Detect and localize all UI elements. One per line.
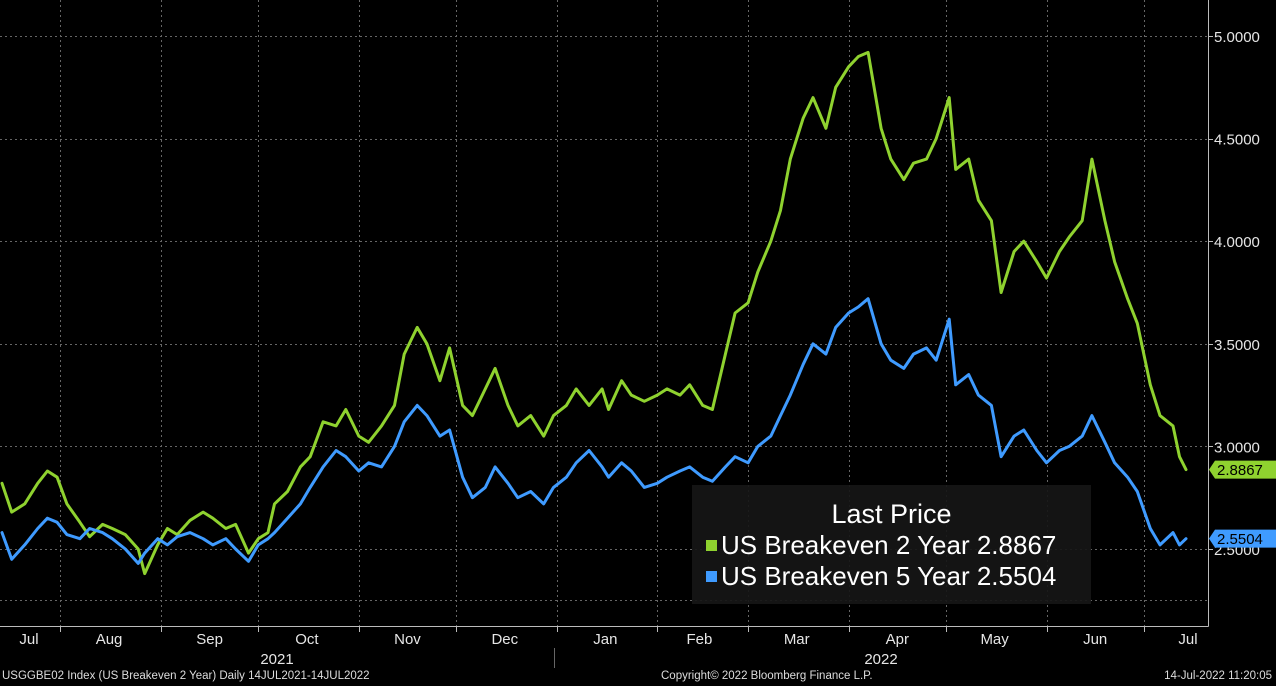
x-month-label: Oct xyxy=(295,631,319,648)
x-axis-labels: Jul Aug Sep Oct Nov Dec Jan Feb Mar Apr May Jun Jul 2… xyxy=(19,631,1197,668)
legend-box xyxy=(692,485,1091,604)
x-month-label: Feb xyxy=(686,631,712,648)
x-month-label: Jan xyxy=(593,631,617,648)
legend-swatch xyxy=(706,571,717,582)
legend-title: Last Price xyxy=(831,499,951,529)
y-tick-label: 4.0000 xyxy=(1214,234,1260,251)
last-price-label: 2.8867 xyxy=(1217,462,1263,479)
x-year-label: 2021 xyxy=(260,651,293,668)
x-month-label: Sep xyxy=(196,631,223,648)
x-month-label: Nov xyxy=(394,631,421,648)
legend-swatch xyxy=(706,540,717,551)
legend-entry: US Breakeven 2 Year 2.8867 xyxy=(721,530,1056,560)
x-month-label: Jul xyxy=(1178,631,1197,648)
last-price-badge: 2.8867 xyxy=(1209,460,1276,479)
footer: USGGBE02 Index (US Breakeven 2 Year) Dai… xyxy=(0,668,1276,686)
x-year-label: 2022 xyxy=(864,651,897,668)
y-tick-label: 3.5000 xyxy=(1214,337,1260,354)
x-month-label: Dec xyxy=(491,631,518,648)
last-price-badge: 2.5504 xyxy=(1209,529,1276,548)
y-tick-label: 3.0000 xyxy=(1214,439,1260,456)
series-group xyxy=(0,50,1188,576)
x-month-label: Jul xyxy=(19,631,38,648)
y-tick-label: 4.5000 xyxy=(1214,132,1260,149)
legend-entry: US Breakeven 5 Year 2.5504 xyxy=(721,561,1056,591)
last-price-label: 2.5504 xyxy=(1217,531,1263,548)
y-tick-label: 5.0000 xyxy=(1214,29,1260,46)
x-month-label: Jun xyxy=(1083,631,1107,648)
x-month-label: Aug xyxy=(96,631,123,648)
last-price-markers: 2.8867 2.5504 xyxy=(1209,460,1276,548)
series-line-2-year xyxy=(0,50,1188,576)
footer-timestamp: 14-Jul-2022 11:20:05 xyxy=(1164,670,1272,682)
x-month-label: Apr xyxy=(886,631,909,648)
axes xyxy=(0,0,1213,668)
series-line-5-year xyxy=(0,297,1188,565)
x-month-label: May xyxy=(980,631,1009,648)
x-month-label: Mar xyxy=(784,631,810,648)
footer-index-info: USGGBE02 Index (US Breakeven 2 Year) Dai… xyxy=(2,670,370,682)
footer-copyright: Copyright© 2022 Bloomberg Finance L.P. xyxy=(661,670,873,682)
